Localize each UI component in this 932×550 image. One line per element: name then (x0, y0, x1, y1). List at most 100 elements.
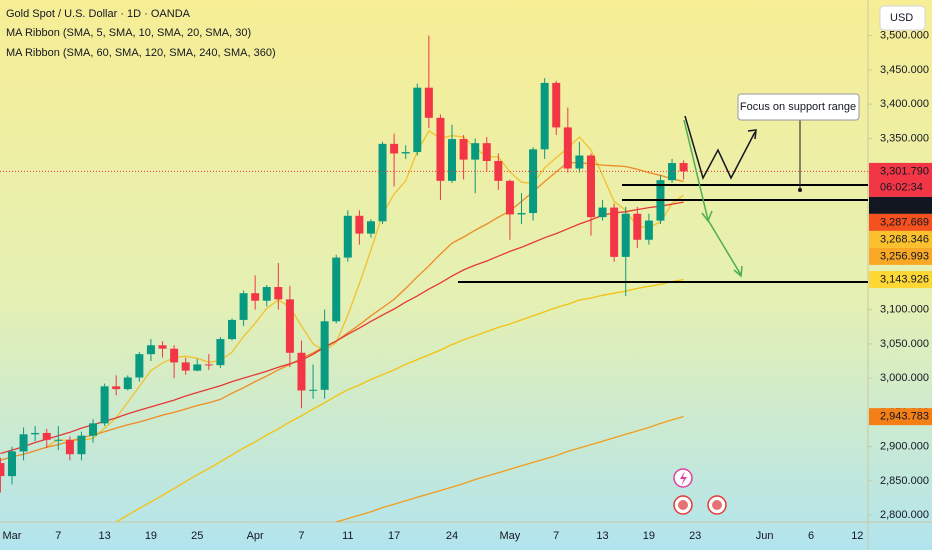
candle-body (100, 386, 109, 424)
candle-body (54, 439, 63, 441)
candle-body (239, 293, 248, 320)
price-tag-label: 2,943.783 (880, 411, 929, 423)
annotation-text: Focus on support range (740, 101, 856, 113)
candle-body (436, 117, 445, 181)
candle-body (332, 257, 341, 322)
candle-body (621, 213, 630, 257)
candle-body (158, 345, 167, 349)
candle-body (19, 434, 28, 452)
y-tick-label: 3,500.000 (880, 30, 929, 42)
x-tick-label: 24 (446, 530, 458, 542)
x-tick-label: May (500, 530, 521, 542)
candle-body (7, 451, 16, 477)
y-tick-label: 3,100.000 (880, 304, 929, 316)
x-tick-label: 17 (388, 530, 400, 542)
x-tick-label: Jun (756, 530, 774, 542)
candle-body (216, 339, 225, 366)
ma-line (0, 201, 684, 455)
candle-body (31, 432, 40, 435)
candle-body (540, 82, 549, 150)
y-tick-label: 2,800.000 (880, 509, 929, 521)
price-tag-label: 3,256.993 (880, 250, 929, 262)
candle-body (390, 143, 399, 154)
x-tick-label: 13 (98, 530, 110, 542)
event-icon-bolt (680, 471, 687, 486)
x-tick-label: 19 (643, 530, 655, 542)
candle-body (135, 354, 144, 378)
x-tick-label: 7 (553, 530, 559, 542)
x-tick-label: 7 (298, 530, 304, 542)
price-tag (869, 408, 932, 426)
candle-body (42, 432, 51, 440)
candle-body (517, 213, 526, 215)
drawings (458, 93, 868, 515)
price-tag-label: 3,287.669 (880, 216, 929, 228)
currency-box[interactable] (879, 5, 926, 31)
ma-line (46, 129, 684, 448)
x-tick-label: 23 (689, 530, 701, 542)
candle-body (0, 463, 5, 477)
x-tick-label: 6 (808, 530, 814, 542)
candle-body (575, 155, 584, 169)
candle-body (401, 152, 410, 154)
candle-body (413, 87, 422, 153)
candle-body (112, 386, 121, 390)
candle-body (482, 143, 491, 161)
ma-line (336, 415, 684, 522)
y-tick-label: 3,000.000 (880, 372, 929, 384)
countdown: 06:02:34 (880, 181, 923, 193)
candle-body (228, 319, 236, 340)
arrow-head (733, 265, 743, 278)
price-tag-label: 3,290.675 (880, 199, 929, 211)
callout-box (737, 93, 860, 121)
price-tag (869, 230, 932, 248)
event-flag (678, 500, 688, 510)
candle-body (459, 139, 468, 160)
candle-body (633, 213, 642, 240)
event-flag (712, 500, 722, 510)
candle-body (262, 287, 271, 301)
price-tag-label: 3,301.790 (880, 165, 929, 177)
candle-body (297, 352, 306, 391)
candle-body (285, 299, 294, 353)
candle-body (170, 348, 179, 363)
chart-title: Gold Spot / U.S. Dollar · 1D · OANDA (6, 8, 191, 20)
y-tick-label: 3,450.000 (880, 64, 929, 76)
legend-line: MA Ribbon (SMA, 5, SMA, 10, SMA, 20, SMA… (6, 27, 251, 39)
x-tick-label: 11 (342, 530, 353, 542)
x-tick-label: Mar (3, 530, 22, 542)
candle-body (123, 377, 132, 390)
candle-body (552, 82, 561, 128)
candle-body (448, 139, 457, 181)
candle-body (181, 362, 190, 371)
x-tick-label: 25 (191, 530, 203, 542)
x-tick-label: 13 (596, 530, 608, 542)
price-tag-label: 3,268.346 (880, 233, 929, 245)
arrow-head (747, 129, 757, 140)
price-tag (869, 213, 932, 231)
legend-line: MA Ribbon (SMA, 60, SMA, 120, SMA, 240, … (6, 47, 276, 59)
green-arrow (683, 119, 709, 221)
candle-body (378, 143, 387, 222)
y-tick-label: 2,850.000 (880, 475, 929, 487)
candle-body (343, 215, 352, 258)
candle-body (309, 389, 318, 391)
candle-body (193, 364, 202, 371)
candle-body (471, 143, 480, 160)
candle-body (505, 180, 514, 215)
x-tick-label: 12 (851, 530, 863, 542)
green-arrow (707, 219, 742, 276)
candle-body (77, 435, 86, 455)
zigzag-arrow (684, 115, 756, 180)
y-tick-label: 3,050.000 (880, 338, 929, 350)
currency: USD (890, 12, 913, 24)
candle-body (529, 149, 538, 214)
candle-body (320, 321, 329, 390)
candle-body (146, 345, 155, 355)
candle-body (644, 220, 653, 240)
callout-dot (798, 188, 802, 192)
candle-body (274, 287, 283, 300)
candle-body (610, 207, 619, 257)
price-tag (869, 271, 932, 289)
